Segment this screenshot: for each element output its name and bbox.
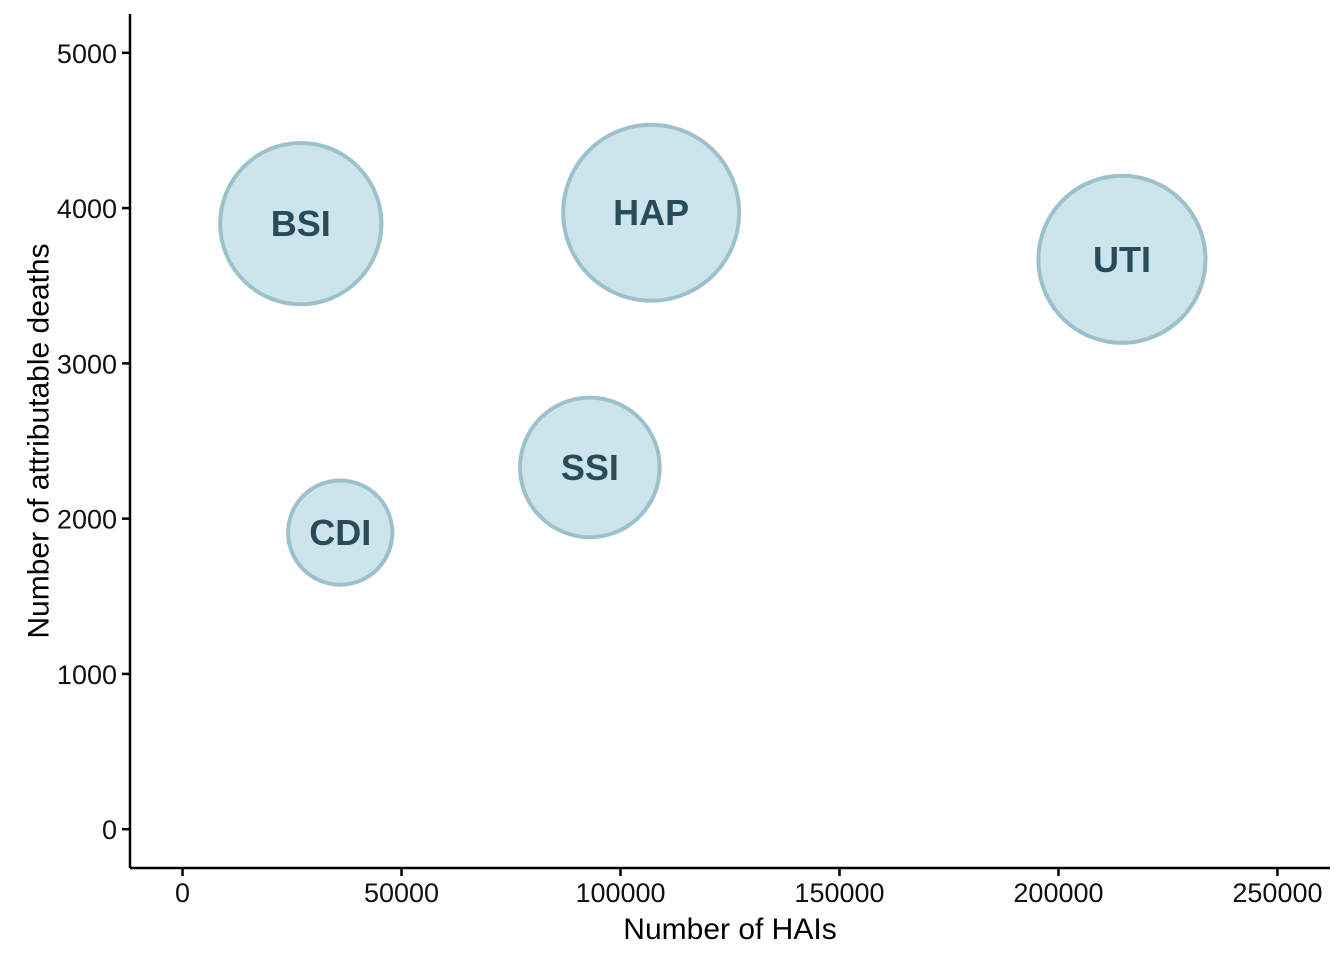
x-axis-ticks: 0 50000 100000 150000 200000 250000 [175, 868, 1323, 908]
bubble-uti [1036, 173, 1208, 345]
x-tick-label: 200000 [1013, 878, 1103, 908]
y-tick-label: 3000 [57, 349, 117, 379]
y-tick-label: 2000 [57, 505, 117, 535]
bubble-cdi [286, 478, 395, 587]
y-tick-label: 4000 [57, 194, 117, 224]
y-tick-label: 1000 [57, 660, 117, 690]
bubble-label-uti: UTI [1093, 239, 1151, 280]
bubble-ssi [518, 395, 662, 540]
x-axis-title: Number of HAIs [623, 913, 836, 946]
bubble-label-ssi: SSI [561, 447, 619, 488]
bubble-label-cdi: CDI [309, 512, 371, 553]
bubble-bsi [218, 140, 384, 307]
bubbles-layer: BSI HAP UTI SSI CDI [218, 122, 1208, 587]
bubble-label-bsi: BSI [271, 203, 331, 244]
bubble-label-hap: HAP [613, 192, 689, 233]
x-tick-label: 100000 [575, 878, 665, 908]
x-tick-label: 150000 [794, 878, 884, 908]
y-tick-label: 0 [102, 815, 117, 845]
y-tick-label: 5000 [57, 39, 117, 69]
x-tick-label: 250000 [1232, 878, 1322, 908]
bubble-hap [561, 122, 742, 303]
y-axis-title: Number of attributable deaths [23, 243, 56, 638]
x-tick-label: 50000 [364, 878, 439, 908]
x-tick-label: 0 [175, 878, 190, 908]
y-axis-ticks: 0 1000 2000 3000 4000 5000 [57, 39, 130, 845]
